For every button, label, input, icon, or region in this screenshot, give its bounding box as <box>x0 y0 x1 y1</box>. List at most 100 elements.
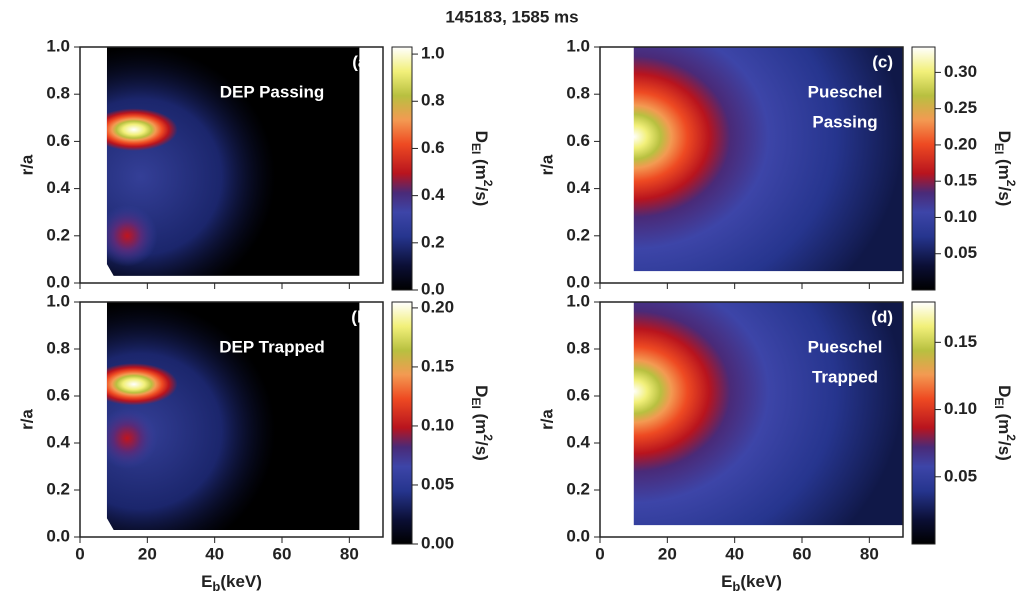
panel-label: (a) <box>352 52 373 71</box>
blob <box>106 363 178 406</box>
y-axis-label: r/a <box>17 154 36 175</box>
y-tick-label: 0.8 <box>566 84 590 103</box>
plot-frame <box>79 46 384 284</box>
y-tick-label: 0.4 <box>46 432 70 451</box>
y-tick-label: 0.8 <box>46 338 70 357</box>
colorbar-label-part: EI <box>469 397 483 408</box>
x-tick-label: 0 <box>595 544 604 563</box>
colorbar-tick-label: 0.20 <box>944 134 977 153</box>
x-label-part: b <box>732 579 740 594</box>
colorbar-tick-label: 0.10 <box>944 207 977 226</box>
colorbar-tick-label: 0.05 <box>944 466 977 485</box>
x-tick-label: 0 <box>75 544 84 563</box>
y-tick-label: 0.6 <box>46 131 70 150</box>
colorbar-tick-label: 0.10 <box>944 399 977 418</box>
colorbar-label: DEI (m2/s) <box>992 385 1018 461</box>
colorbar-label-part: D <box>472 385 491 397</box>
colorbar-tick-label: 0.15 <box>421 356 454 375</box>
colorbar <box>911 46 936 291</box>
annotation: DEP Trapped <box>219 337 325 356</box>
colorbar-label-part: (m <box>995 154 1014 180</box>
colorbar-tick-label: 0.20 <box>421 297 454 316</box>
y-tick-label: 0.2 <box>46 479 70 498</box>
plot-frame <box>79 301 384 538</box>
colorbar <box>911 301 936 545</box>
y-tick-label: 0.4 <box>46 178 70 197</box>
colorbar-label: DEI (m2/s) <box>469 385 495 461</box>
colorbar-label-part: 2 <box>481 434 495 441</box>
x-tick-label: 80 <box>340 544 359 563</box>
y-tick-label: 0.8 <box>46 84 70 103</box>
colorbar <box>391 301 413 545</box>
field-bg <box>633 302 903 526</box>
x-label-part: b <box>212 579 220 594</box>
contour-field <box>633 302 903 526</box>
y-tick-label: 0.2 <box>566 479 590 498</box>
colorbar-label-part: D <box>995 385 1014 397</box>
y-tick-label: 0.4 <box>566 178 590 197</box>
colorbar-label-part: /s) <box>472 186 491 206</box>
colorbar-tick-label: 0.15 <box>944 171 977 190</box>
contour-field <box>106 47 360 276</box>
plot-frame <box>599 301 904 538</box>
x-axis-label: Eb(keV) <box>201 572 262 594</box>
colorbar <box>391 46 413 291</box>
colorbar-tick-label: 0.4 <box>421 185 445 204</box>
y-tick-label: 1.0 <box>566 36 590 55</box>
panel-label: (c) <box>872 52 893 71</box>
x-axis-label: Eb(keV) <box>721 572 782 594</box>
colorbar-label-part: (m <box>472 409 491 435</box>
colorbar-label-part: D <box>995 131 1014 143</box>
field <box>633 302 903 526</box>
colorbar-label-part: EI <box>992 397 1006 408</box>
colorbar-tick-label: 0.10 <box>421 415 454 434</box>
y-tick-label: 0.0 <box>46 272 70 291</box>
y-tick-label: 0.6 <box>46 385 70 404</box>
colorbar-tick-label: 0.00 <box>421 533 454 552</box>
colorbar-label-part: 2 <box>481 180 495 187</box>
x-tick-label: 20 <box>138 544 157 563</box>
y-tick-label: 0.6 <box>566 385 590 404</box>
colorbar-tick-label: 0.05 <box>944 243 977 262</box>
y-axis-label: r/a <box>537 409 556 430</box>
colorbar-label-part: D <box>472 131 491 143</box>
field <box>633 47 903 272</box>
field <box>106 47 360 276</box>
colorbar-tick-label: 0.25 <box>944 98 977 117</box>
figure-title: 145183, 1585 ms <box>445 7 578 26</box>
x-tick-label: 20 <box>658 544 677 563</box>
blob <box>106 205 158 267</box>
annotation: Passing <box>812 112 877 131</box>
colorbar-label-part: /s) <box>472 441 491 461</box>
y-axis-label: r/a <box>537 154 556 175</box>
annotation: DEP Passing <box>220 82 325 101</box>
colorbar-label: DEI (m2/s) <box>469 131 495 207</box>
y-tick-label: 1.0 <box>566 291 590 310</box>
colorbar-label-part: EI <box>469 143 483 154</box>
y-tick-label: 0.8 <box>566 338 590 357</box>
colorbar-label-part: 2 <box>1004 180 1018 187</box>
annotation: Pueschel <box>808 82 883 101</box>
colorbar-tick-label: 0.0 <box>421 279 445 298</box>
blob <box>106 108 178 151</box>
x-label-part: (keV) <box>220 572 262 591</box>
x-tick-label: 60 <box>793 544 812 563</box>
colorbar-label-part: EI <box>992 143 1006 154</box>
y-tick-label: 0.6 <box>566 131 590 150</box>
x-label-part: E <box>201 572 212 591</box>
colorbar-label-part: /s) <box>995 441 1014 461</box>
colorbar-tick-label: 0.8 <box>421 91 445 110</box>
field <box>106 302 360 530</box>
blob <box>106 407 158 469</box>
contour-field <box>106 302 360 530</box>
y-axis-label: r/a <box>17 409 36 430</box>
y-tick-label: 0.0 <box>566 272 590 291</box>
colorbar-label: DEI (m2/s) <box>992 131 1018 207</box>
y-tick-label: 0.0 <box>46 526 70 545</box>
colorbar-tick-label: 1.0 <box>421 44 445 63</box>
haze <box>106 47 276 276</box>
x-tick-label: 40 <box>725 544 744 563</box>
x-label-part: E <box>721 572 732 591</box>
y-tick-label: 0.2 <box>46 225 70 244</box>
